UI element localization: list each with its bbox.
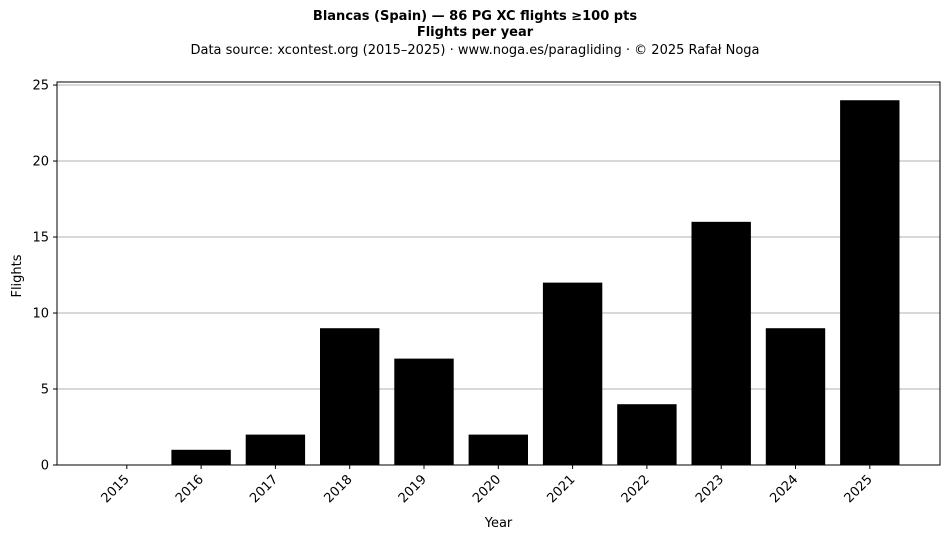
y-tick-label: 20 (32, 155, 49, 170)
x-tick-label: 2021 (544, 472, 578, 506)
x-tick-label: 2017 (247, 472, 281, 506)
y-tick-label: 0 (41, 459, 49, 474)
chart-source-note: Data source: xcontest.org (2015–2025) · … (190, 43, 760, 58)
y-axis: 0 5 10 15 20 25 (32, 79, 57, 474)
y-axis-label: Flights (10, 254, 25, 297)
chart-subtitle: Flights per year (416, 25, 534, 40)
bar (765, 328, 826, 465)
x-tick-label: 2022 (619, 472, 653, 506)
x-axis-label: Year (484, 516, 513, 531)
bar (840, 100, 900, 465)
bars (171, 100, 900, 465)
chart-title: Blancas (Spain) — 86 PG XC flights ≥100 … (312, 9, 638, 24)
x-tick-label: 2016 (173, 472, 207, 506)
bar (468, 434, 528, 465)
y-tick-label: 25 (32, 79, 49, 94)
x-tick-label: 2019 (396, 472, 430, 506)
bar (617, 404, 677, 465)
bar (542, 282, 603, 465)
y-tick-label: 15 (32, 231, 49, 246)
x-tick-label: 2018 (322, 472, 356, 506)
y-tick-label: 5 (41, 383, 49, 398)
x-tick-label: 2025 (842, 472, 876, 506)
bar (320, 328, 380, 465)
x-tick-label: 2020 (470, 472, 504, 506)
bar (394, 358, 454, 465)
bar (691, 221, 751, 465)
x-tick-label: 2024 (767, 472, 801, 506)
bar (245, 434, 306, 465)
bar (171, 449, 231, 465)
chart-titles: Blancas (Spain) — 86 PG XC flights ≥100 … (0, 8, 950, 60)
x-tick-label: 2015 (99, 472, 133, 506)
y-tick-label: 10 (32, 307, 49, 322)
x-axis: 2015 2016 2017 2018 2019 2020 2021 2022 2023 2024… (99, 465, 876, 506)
x-tick-label: 2023 (693, 472, 727, 506)
